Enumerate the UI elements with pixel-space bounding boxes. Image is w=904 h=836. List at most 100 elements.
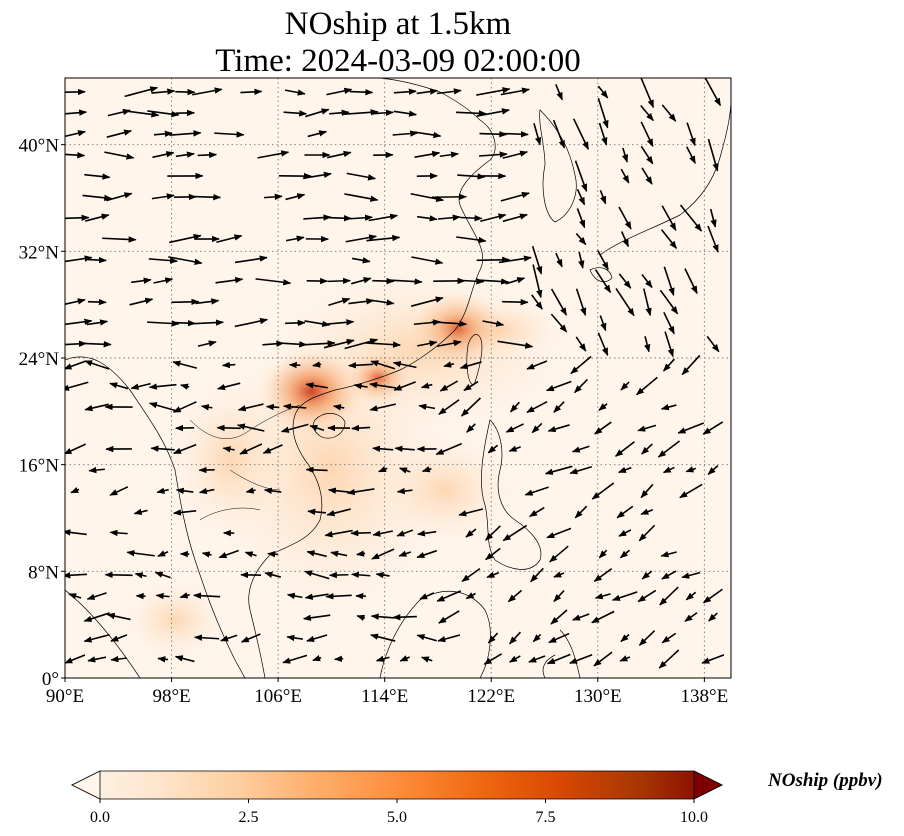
wind-arrow: [302, 171, 332, 180]
wind-arrow: [578, 251, 585, 269]
wind-arrow: [574, 378, 588, 394]
wind-arrow: [102, 236, 137, 243]
wind-arrow: [65, 214, 90, 221]
wind-arrow: [615, 287, 635, 317]
colorbar: 0.0 2.5 5.0 7.5 10.0: [71, 770, 723, 826]
wind-arrow: [460, 397, 481, 417]
wind-arrow: [234, 255, 268, 264]
wind-arrow: [548, 632, 570, 644]
colorbar-max-extend: [693, 770, 723, 800]
wind-arrow: [662, 358, 676, 372]
wind-arrow: [681, 571, 701, 579]
wind-arrow: [305, 108, 330, 118]
wind-arrow: [87, 656, 107, 663]
wind-arrow: [106, 129, 132, 138]
wind-arrow: [82, 194, 113, 201]
wind-arrow: [326, 87, 353, 96]
wind-arrow: [664, 331, 674, 358]
wind-arrow: [679, 483, 703, 499]
wind-arrow: [553, 589, 565, 603]
wind-arrow: [154, 571, 171, 579]
wind-arrow: [707, 138, 719, 172]
wind-arrow: [598, 403, 608, 411]
wind-arrow: [372, 277, 395, 285]
wind-arrow: [486, 571, 500, 579]
wind-arrow: [640, 104, 654, 122]
wind-arrow: [392, 613, 417, 621]
wind-arrow: [417, 340, 438, 347]
wind-arrow: [157, 550, 169, 557]
wind-arrow: [419, 592, 435, 600]
wind-arrow: [398, 550, 412, 557]
wind-arrow: [411, 256, 444, 265]
wind-arrow: [435, 442, 463, 456]
wind-arrow: [679, 204, 703, 232]
wind-arrow: [618, 273, 632, 289]
coast-sulawesi: [542, 629, 581, 678]
wind-arrow: [661, 205, 677, 231]
wind-arrow: [421, 466, 432, 473]
wind-arrow: [303, 214, 332, 221]
wind-arrow: [576, 188, 586, 206]
wind-arrow: [195, 298, 220, 305]
wind-arrow: [129, 297, 154, 306]
wind-arrow: [611, 591, 638, 601]
wind-arrow: [526, 400, 548, 414]
wind-arrow: [173, 443, 197, 455]
wind-arrow: [416, 549, 438, 559]
wind-arrow: [307, 130, 328, 138]
wind-arrow: [126, 549, 155, 557]
wind-arrow: [356, 614, 366, 622]
border-lines: [189, 404, 301, 521]
wind-arrow: [437, 634, 461, 643]
wind-arrow: [172, 360, 198, 369]
wind-arrow: [193, 193, 222, 201]
wind-arrow: [393, 381, 416, 391]
wind-arrow: [575, 288, 587, 316]
wind-arrow: [394, 445, 415, 452]
wind-arrow: [193, 592, 221, 599]
wind-arrow: [323, 338, 355, 349]
lat-tick-label: 40°N: [19, 136, 60, 157]
wind-arrow: [686, 122, 696, 147]
wind-arrow: [598, 549, 608, 559]
wind-arrow: [153, 130, 173, 138]
wind-arrow: [365, 341, 402, 348]
wind-arrow: [505, 423, 524, 433]
wind-arrow: [110, 634, 128, 642]
wind-arrow: [65, 130, 86, 138]
wind-arrow: [443, 361, 455, 368]
wind-arrow: [487, 632, 499, 644]
wind-arrow: [216, 424, 241, 432]
wind-arrow: [572, 118, 590, 150]
wind-arrow: [485, 525, 501, 541]
wind-arrow: [306, 550, 327, 558]
wind-vectors: [65, 78, 725, 669]
haze-south-china-sea: [375, 435, 515, 545]
wind-arrow: [552, 119, 566, 149]
wind-arrow: [346, 172, 377, 181]
wind-arrow: [104, 571, 133, 579]
wind-arrow: [65, 109, 88, 116]
wind-arrow: [599, 315, 607, 332]
wind-arrow: [708, 612, 718, 622]
wind-arrow: [124, 86, 159, 98]
wind-arrow: [618, 206, 632, 230]
wind-arrow: [372, 299, 395, 306]
wind-arrow: [175, 88, 196, 96]
wind-arrow: [133, 508, 148, 516]
wind-arrow: [575, 233, 587, 246]
wind-arrow: [640, 78, 655, 108]
lat-tick-label: 8°N: [28, 562, 59, 583]
wind-arrow: [282, 403, 307, 410]
wind-arrow: [620, 168, 630, 184]
lon-tick-label: 90°E: [46, 686, 84, 707]
wind-arrow: [255, 278, 292, 286]
lat-tick-label: 16°N: [19, 456, 60, 477]
wind-arrow: [350, 571, 371, 579]
wind-arrow: [302, 614, 331, 621]
wind-arrow: [375, 655, 390, 662]
wind-arrow: [620, 231, 630, 248]
wind-arrow: [65, 381, 89, 391]
wind-arrow: [530, 567, 544, 583]
